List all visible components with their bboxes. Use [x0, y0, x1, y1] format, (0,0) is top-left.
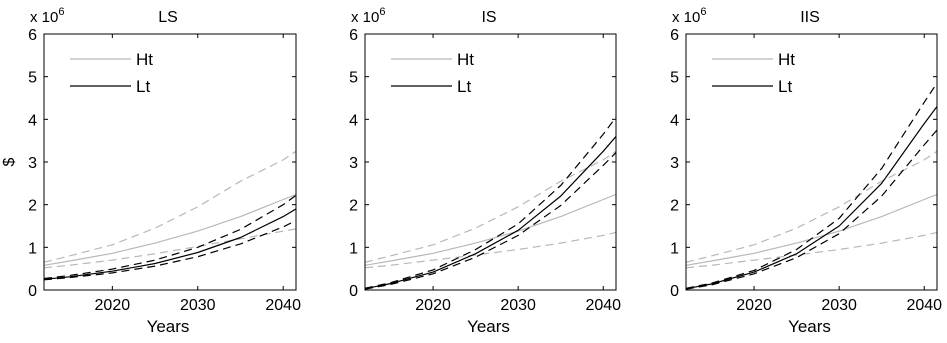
x-tick-label: 2020: [736, 297, 772, 314]
y-tick-label: 3: [670, 155, 679, 172]
chart-title: IS: [481, 9, 496, 26]
legend-label-lt: Lt: [136, 77, 150, 96]
y-tick-label: 6: [28, 27, 37, 44]
y-tick-label: 4: [670, 112, 679, 129]
y-tick-label: 3: [28, 155, 37, 172]
y-tick-label: 2: [670, 198, 679, 215]
lt-band-lower-line: [686, 129, 937, 290]
lt-mean-line: [686, 106, 937, 290]
x-tick-label: 2020: [415, 297, 451, 314]
y-tick-label: 4: [28, 112, 37, 129]
x-tick-label: 2030: [821, 297, 857, 314]
axes-box: [43, 33, 297, 291]
chart-panel-is: 0 1 2 3 4 5 6 2020 2030 2040 x 106 IS Years Ht Lt: [349, 6, 621, 336]
x-tick-label: 2040: [906, 297, 942, 314]
series-group: [686, 82, 937, 290]
lt-band-lower-line: [44, 219, 296, 281]
x-axis-label: Years: [467, 317, 510, 336]
ht-band-lower-line: [365, 231, 616, 269]
series-group: [44, 150, 296, 281]
y-tick-label: 5: [670, 70, 679, 87]
ht-mean-line: [686, 193, 937, 266]
y-tick-label: 6: [349, 27, 358, 44]
chart-title: LS: [158, 9, 178, 26]
chart-panel-iis: 0 1 2 3 4 5 6 2020 2030 2040 x 106 IIS Years Ht Lt: [670, 6, 942, 336]
lt-mean-line: [365, 136, 616, 290]
y-tick-label: 0: [28, 283, 37, 300]
y-exponent-label: x 106: [351, 6, 385, 26]
y-tick-label: 0: [349, 283, 358, 300]
x-tick-label: 2030: [180, 297, 216, 314]
y-tick-label: 0: [670, 283, 679, 300]
x-axis-label: Years: [788, 317, 831, 336]
y-tick-label: 1: [28, 240, 37, 257]
x-axis-label: Years: [147, 317, 190, 336]
legend: Ht Lt: [70, 50, 153, 96]
chart-panel-ls: 0 1 2 3 4 5 6 2020 2030 2040 x 106 LS Years $ Ht Lt: [1, 6, 301, 336]
lt-band-lower-line: [365, 152, 616, 290]
lt-band-upper-line: [686, 82, 937, 289]
series-group: [365, 116, 616, 290]
axes-box: [364, 33, 617, 291]
ht-mean-line: [365, 193, 616, 266]
legend-label-ht: Ht: [778, 50, 795, 69]
x-tick-label: 2020: [95, 297, 131, 314]
legend-label-ht: Ht: [136, 50, 153, 69]
legend-label-lt: Lt: [457, 77, 471, 96]
y-tick-label: 5: [349, 70, 358, 87]
lt-mean-line: [44, 208, 296, 280]
legend-label-ht: Ht: [457, 50, 474, 69]
lt-band-upper-line: [44, 194, 296, 280]
chart-title: IIS: [800, 9, 820, 26]
y-exponent-label: x 106: [30, 6, 64, 26]
y-exponent-label: x 106: [672, 6, 706, 26]
y-tick-label: 1: [670, 240, 679, 257]
ht-band-upper-line: [686, 150, 937, 263]
legend: Ht Lt: [712, 50, 795, 96]
legend-label-lt: Lt: [778, 77, 792, 96]
y-tick-label: 1: [349, 240, 358, 257]
lt-band-upper-line: [365, 116, 616, 289]
x-tick-label: 2040: [265, 297, 301, 314]
x-tick-label: 2040: [585, 297, 621, 314]
y-tick-label: 5: [28, 70, 37, 87]
y-tick-label: 2: [349, 198, 358, 215]
ht-band-lower-line: [686, 231, 937, 269]
ht-band-lower-line: [44, 228, 296, 269]
ht-band-upper-line: [365, 150, 616, 263]
x-tick-label: 2030: [500, 297, 536, 314]
y-tick-label: 3: [349, 155, 358, 172]
y-tick-label: 2: [28, 198, 37, 215]
y-tick-label: 6: [670, 27, 679, 44]
y-axis-label: $: [1, 157, 18, 166]
axes-box: [685, 33, 938, 291]
legend: Ht Lt: [391, 50, 474, 96]
ht-mean-line: [44, 193, 296, 266]
y-tick-label: 4: [349, 112, 358, 129]
ht-band-upper-line: [44, 150, 296, 263]
